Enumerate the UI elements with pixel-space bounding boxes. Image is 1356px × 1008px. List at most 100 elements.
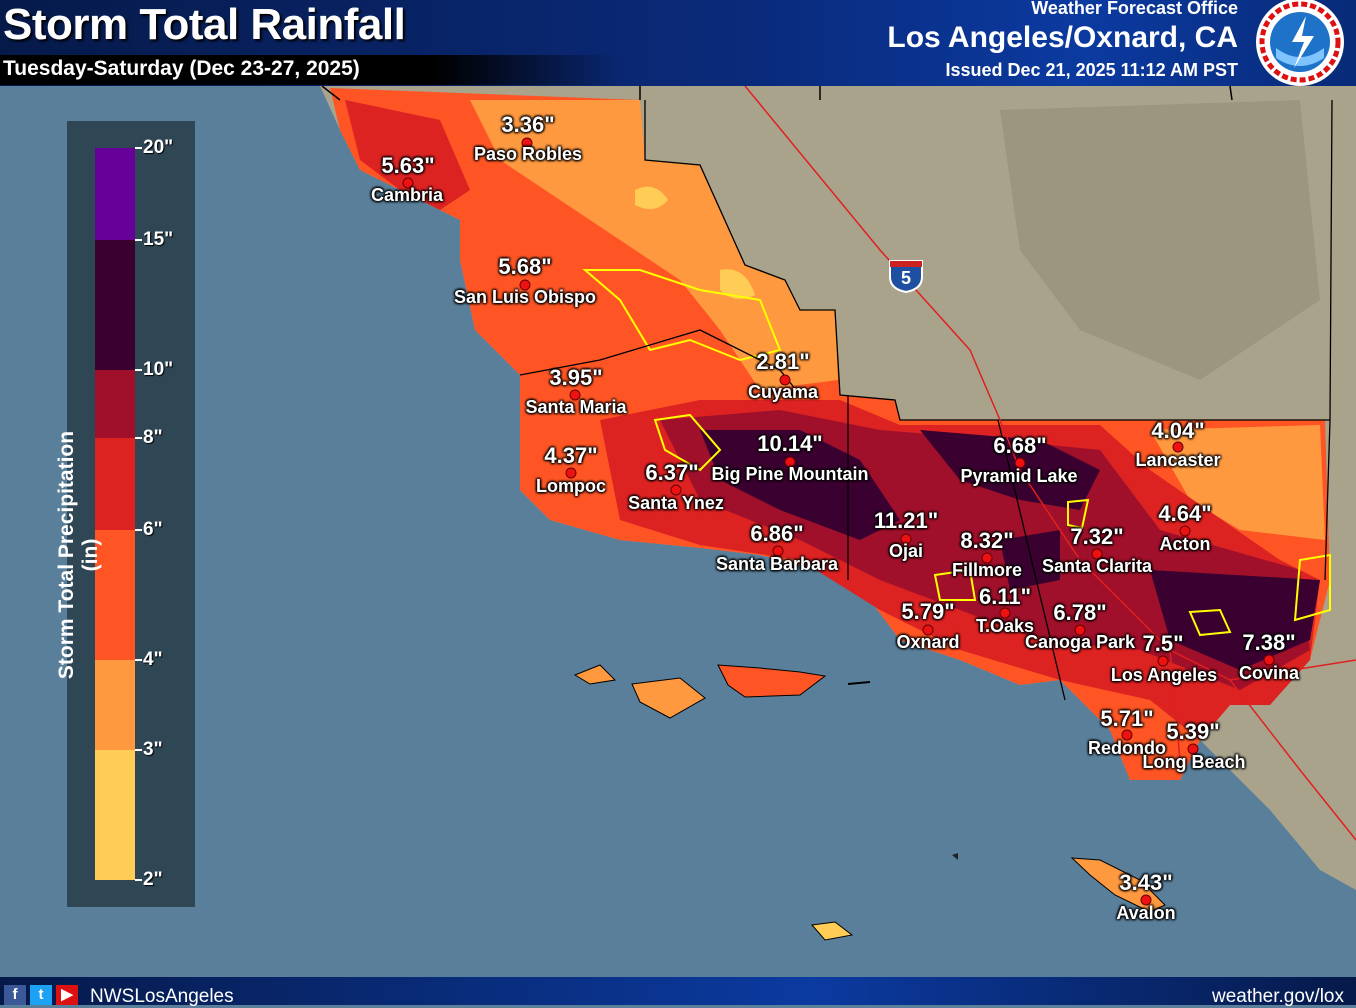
rainfall-value: 2.81" (756, 349, 810, 374)
location-marker (779, 374, 791, 386)
location-marker (1121, 729, 1133, 741)
legend-tick-label: 20" (135, 137, 173, 159)
rainfall-value: 4.37" (544, 443, 598, 468)
location-marker (1140, 894, 1152, 906)
rainfall-map (0, 86, 1356, 977)
issued-time: Issued Dec 21, 2025 11:12 AM PST (945, 60, 1239, 80)
location-name: Big Pine Mountain (711, 464, 869, 484)
location-marker (565, 467, 577, 479)
office-name: Los Angeles/Oxnard, CA (887, 21, 1238, 54)
rainfall-value: 7.32" (1070, 524, 1124, 549)
island-santa-rosa (631, 677, 706, 719)
location-marker (784, 456, 796, 468)
location-marker (900, 533, 912, 545)
rainfall-value: 7.5" (1142, 631, 1184, 656)
location-name: Lancaster (1135, 450, 1221, 470)
rainfall-value: 3.95" (549, 365, 603, 390)
location-marker (1263, 654, 1275, 666)
interstate-number: 5 (900, 268, 911, 288)
legend-tick-label: 4" (135, 649, 163, 671)
legend-tick-label: 8" (135, 427, 163, 449)
legend-bin (95, 530, 135, 660)
location-marker (999, 607, 1011, 619)
island-san-miguel (573, 664, 617, 685)
county-lines (519, 99, 1333, 701)
rainfall-value: 6.11" (978, 584, 1032, 609)
footer: f t ▶ NWSLosAngeles weather.gov/lox (0, 977, 1356, 1007)
terrain-shading (1000, 100, 1320, 380)
location-marker (521, 137, 533, 149)
location-name: T.Oaks (975, 616, 1035, 636)
social-handle[interactable]: NWSLosAngeles (90, 986, 234, 1007)
location-marker (922, 624, 934, 636)
rain-10-15 (700, 430, 1320, 670)
location-marker (1179, 525, 1191, 537)
rainfall-value: 5.68" (498, 254, 552, 279)
island-san-nicolas (811, 921, 854, 941)
island-san-clemente (952, 853, 958, 860)
location-name: Santa Ynez (628, 493, 724, 513)
rainfall-value: 10.14" (757, 431, 823, 456)
location-name: Long Beach (1142, 752, 1246, 772)
location-name: Cuyama (747, 382, 819, 402)
location-marker (772, 545, 784, 557)
legend-bin (95, 370, 135, 438)
legend-bin (95, 750, 135, 880)
location-name: Santa Clarita (1041, 556, 1153, 576)
location-name: Santa Maria (525, 397, 627, 417)
facebook-icon[interactable]: f (4, 985, 26, 1005)
rainfall-value: 6.86" (750, 521, 804, 546)
page-title: Storm Total Rainfall (3, 0, 406, 49)
legend-title: Storm Total Precipitation (in) (55, 430, 102, 680)
location-name: Covina (1238, 663, 1300, 683)
rainfall-value: 11.21" (873, 508, 939, 533)
rain-2-3 (635, 186, 755, 299)
legend-tick-label: 10" (135, 359, 173, 381)
website-link[interactable]: weather.gov/lox (1211, 986, 1344, 1007)
rainfall-value: 5.79" (901, 599, 955, 624)
youtube-icon[interactable]: ▶ (56, 985, 78, 1005)
location-marker (981, 552, 993, 564)
location-name: Fillmore (951, 560, 1023, 580)
rainfall-value: 3.36" (501, 112, 555, 137)
office-label: Weather Forecast Office (1031, 0, 1238, 18)
location-marker (670, 484, 682, 496)
location-marker (1172, 441, 1184, 453)
rainfall-value: 4.04" (1151, 418, 1205, 443)
period-subtitle: Tuesday-Saturday (Dec 23-27, 2025) (3, 57, 360, 80)
location-marker (1014, 457, 1026, 469)
legend-bin (95, 660, 135, 750)
location-marker (519, 279, 531, 291)
legend-bin (95, 438, 135, 530)
state-boundary (321, 86, 1233, 101)
rainfall-value: 8.32" (960, 528, 1014, 553)
twitter-icon[interactable]: t (30, 985, 52, 1005)
rainfall-value: 5.39" (1166, 719, 1220, 744)
legend-bin (95, 240, 135, 370)
rainfall-value: 4.64" (1158, 501, 1212, 526)
location-marker (1157, 655, 1169, 667)
location-name: Acton (1159, 534, 1211, 554)
island-santa-cruz (717, 664, 827, 698)
rain-3-4 (470, 100, 838, 390)
legend-tick-label: 2" (135, 869, 163, 891)
island-anacapa (847, 681, 871, 685)
location-name: Oxnard (896, 632, 960, 652)
location-name: Pyramid Lake (960, 466, 1078, 486)
rainfall-value: 5.71" (1100, 706, 1154, 731)
rain-3-4-east (1150, 425, 1325, 540)
legend: 20" 15" 10" 8" 6" 4" 3" 2" Storm Total Precipit… (55, 121, 195, 907)
legend-tick-label: 6" (135, 519, 163, 541)
rainfall-value: 5.63" (381, 153, 435, 178)
location-marker (1091, 548, 1103, 560)
location-name: Avalon (1116, 903, 1176, 923)
location-name: Ojai (888, 541, 924, 561)
legend-color-bar (95, 148, 135, 880)
rainfall-value: 6.37" (645, 460, 699, 485)
header: Storm Total Rainfall Tuesday-Saturday (D… (0, 0, 1356, 86)
interstate-5-shield: 5 (888, 259, 924, 294)
location-marker (569, 389, 581, 401)
legend-bin (95, 148, 135, 240)
rainfall-value: 6.68" (993, 433, 1047, 458)
location-marker (1074, 624, 1086, 636)
